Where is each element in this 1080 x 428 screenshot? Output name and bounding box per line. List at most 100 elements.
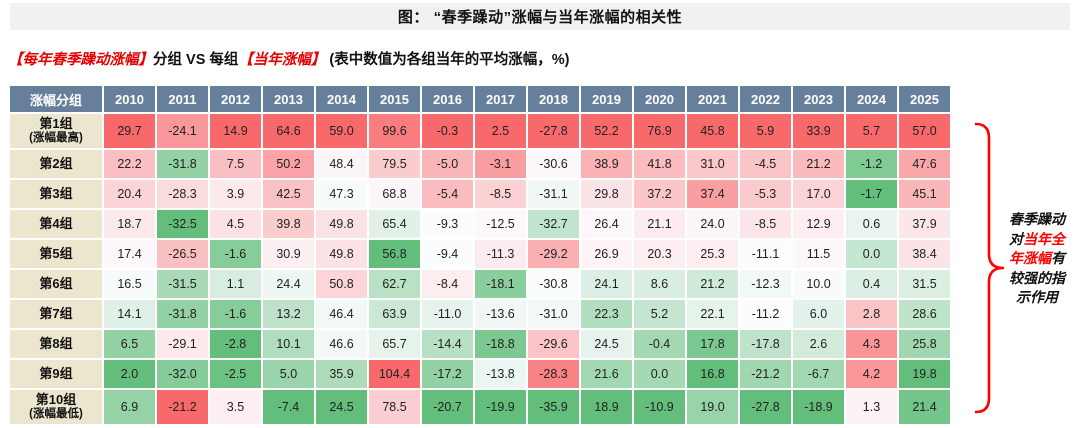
column-header-2017: 2017 (475, 86, 526, 112)
heatmap-cell: 14.1 (104, 300, 155, 328)
heatmap-cell: -8.5 (740, 210, 791, 238)
heatmap-cell: -9.3 (422, 210, 473, 238)
heatmap-cell: -18.1 (475, 270, 526, 298)
heatmap-cell: 65.4 (369, 210, 420, 238)
subtitle-spring-gain-label: 【每年春季躁动涨幅】 (8, 52, 153, 68)
heatmap-cell: -19.9 (475, 390, 526, 424)
heatmap-cell: 24.0 (687, 210, 738, 238)
heatmap-cell: 3.9 (210, 180, 261, 208)
heatmap-cell: 99.6 (369, 114, 420, 148)
heatmap-cell: -12.3 (740, 270, 791, 298)
heatmap-cell: 39.8 (263, 210, 314, 238)
heatmap-cell: -2.8 (210, 330, 261, 358)
heatmap-cell: -11.2 (740, 300, 791, 328)
heatmap-cell: 29.7 (104, 114, 155, 148)
column-header-2020: 2020 (634, 86, 685, 112)
heatmap-cell: 49.8 (316, 240, 367, 268)
heatmap-cell: -2.5 (210, 360, 261, 388)
heatmap-cell: 0.0 (634, 360, 685, 388)
table-row: 第7组 14.1 -31.8 -1.6 13.2 46.4 63.9 -11.0 -13.6 -3… (10, 300, 950, 328)
heatmap-cell: -7.4 (263, 390, 314, 424)
annotation-highlight: 当年全年涨幅 (1009, 230, 1065, 267)
row-label-1: 第1组 (涨幅最高) (10, 114, 102, 148)
heatmap-cell: 5.0 (263, 360, 314, 388)
heatmap-cell: 29.8 (581, 180, 632, 208)
row-label-2: 第2组 (10, 150, 102, 178)
heatmap-cell: -31.0 (528, 300, 579, 328)
heatmap-cell: 47.3 (316, 180, 367, 208)
heatmap-cell: -6.7 (793, 360, 844, 388)
heatmap-cell: 41.8 (634, 150, 685, 178)
heatmap-cell: -1.6 (210, 300, 261, 328)
heatmap-cell: -28.3 (157, 180, 208, 208)
heatmap-cell: -3.1 (475, 150, 526, 178)
row-label-10: 第10组 (涨幅最低) (10, 390, 102, 424)
heatmap-cell: 17.8 (687, 330, 738, 358)
heatmap-cell: 1.1 (210, 270, 261, 298)
heatmap-cell: 5.7 (846, 114, 897, 148)
heatmap-header-row: 涨幅分组 2010 2011 2012 2013 2014 2015 2016 2017 2018… (10, 86, 950, 112)
heatmap-cell: 42.5 (263, 180, 314, 208)
heatmap-cell: -31.8 (157, 150, 208, 178)
heatmap-cell: -21.2 (740, 360, 791, 388)
heatmap-cell: 63.9 (369, 300, 420, 328)
heatmap-cell: -21.2 (157, 390, 208, 424)
heatmap-cell: 38.9 (581, 150, 632, 178)
subtitle-annual-gain-label: 【当年涨幅】 (238, 52, 326, 68)
heatmap-cell: 52.2 (581, 114, 632, 148)
heatmap-cell: 13.2 (263, 300, 314, 328)
column-header-2015: 2015 (369, 86, 420, 112)
figure-subtitle: 【每年春季躁动涨幅】分组 VS 每组【当年涨幅】 (表中数值为各组当年的平均涨幅… (8, 48, 569, 69)
heatmap-cell: 45.8 (687, 114, 738, 148)
heatmap-cell: -17.2 (422, 360, 473, 388)
column-header-2010: 2010 (104, 86, 155, 112)
row-label-4: 第4组 (10, 210, 102, 238)
heatmap-cell: -28.3 (528, 360, 579, 388)
heatmap-cell: 56.8 (369, 240, 420, 268)
heatmap-cell: 59.0 (316, 114, 367, 148)
row-label-8: 第8组 (10, 330, 102, 358)
heatmap-cell: 47.6 (899, 150, 950, 178)
heatmap-cell: -29.2 (528, 240, 579, 268)
heatmap-cell: 37.2 (634, 180, 685, 208)
heatmap-cell: 21.1 (634, 210, 685, 238)
heatmap-cell: 20.3 (634, 240, 685, 268)
row-label-7: 第7组 (10, 300, 102, 328)
heatmap-cell: 64.6 (263, 114, 314, 148)
heatmap-cell: -30.8 (528, 270, 579, 298)
heatmap-cell: -1.6 (210, 240, 261, 268)
heatmap-cell: 6.5 (104, 330, 155, 358)
heatmap-cell: 37.4 (687, 180, 738, 208)
heatmap-cell: 16.5 (104, 270, 155, 298)
heatmap-cell: 35.9 (316, 360, 367, 388)
heatmap-cell: -31.8 (157, 300, 208, 328)
heatmap-cell: -12.5 (475, 210, 526, 238)
heatmap-cell: 26.9 (581, 240, 632, 268)
column-header-2012: 2012 (210, 86, 261, 112)
heatmap-cell: -13.8 (475, 360, 526, 388)
column-header-2021: 2021 (687, 86, 738, 112)
heatmap-cell: 79.5 (369, 150, 420, 178)
heatmap-cell: 21.4 (899, 390, 950, 424)
heatmap-cell: 20.4 (104, 180, 155, 208)
heatmap-cell: 21.2 (687, 270, 738, 298)
row-label-6: 第6组 (10, 270, 102, 298)
heatmap-cell: 18.9 (581, 390, 632, 424)
heatmap-cell: 45.1 (899, 180, 950, 208)
heatmap-cell: 2.5 (475, 114, 526, 148)
heatmap-cell: 14.9 (210, 114, 261, 148)
heatmap-cell: -31.1 (528, 180, 579, 208)
heatmap-cell: 2.8 (846, 300, 897, 328)
heatmap-cell: 21.6 (581, 360, 632, 388)
table-row: 第6组 16.5 -31.5 1.1 24.4 50.8 62.7 -8.4 -18.1 -30.… (10, 270, 950, 298)
heatmap-cell: 5.2 (634, 300, 685, 328)
heatmap-cell: 2.6 (793, 330, 844, 358)
heatmap-cell: 1.3 (846, 390, 897, 424)
heatmap-cell: 0.6 (846, 210, 897, 238)
heatmap-cell: 2.0 (104, 360, 155, 388)
heatmap-cell: -27.8 (528, 114, 579, 148)
heatmap-cell: 76.9 (634, 114, 685, 148)
heatmap-cell: 65.7 (369, 330, 420, 358)
heatmap-cell: -32.0 (157, 360, 208, 388)
annotation-plain: 有较强的指示作用 (1009, 250, 1065, 306)
